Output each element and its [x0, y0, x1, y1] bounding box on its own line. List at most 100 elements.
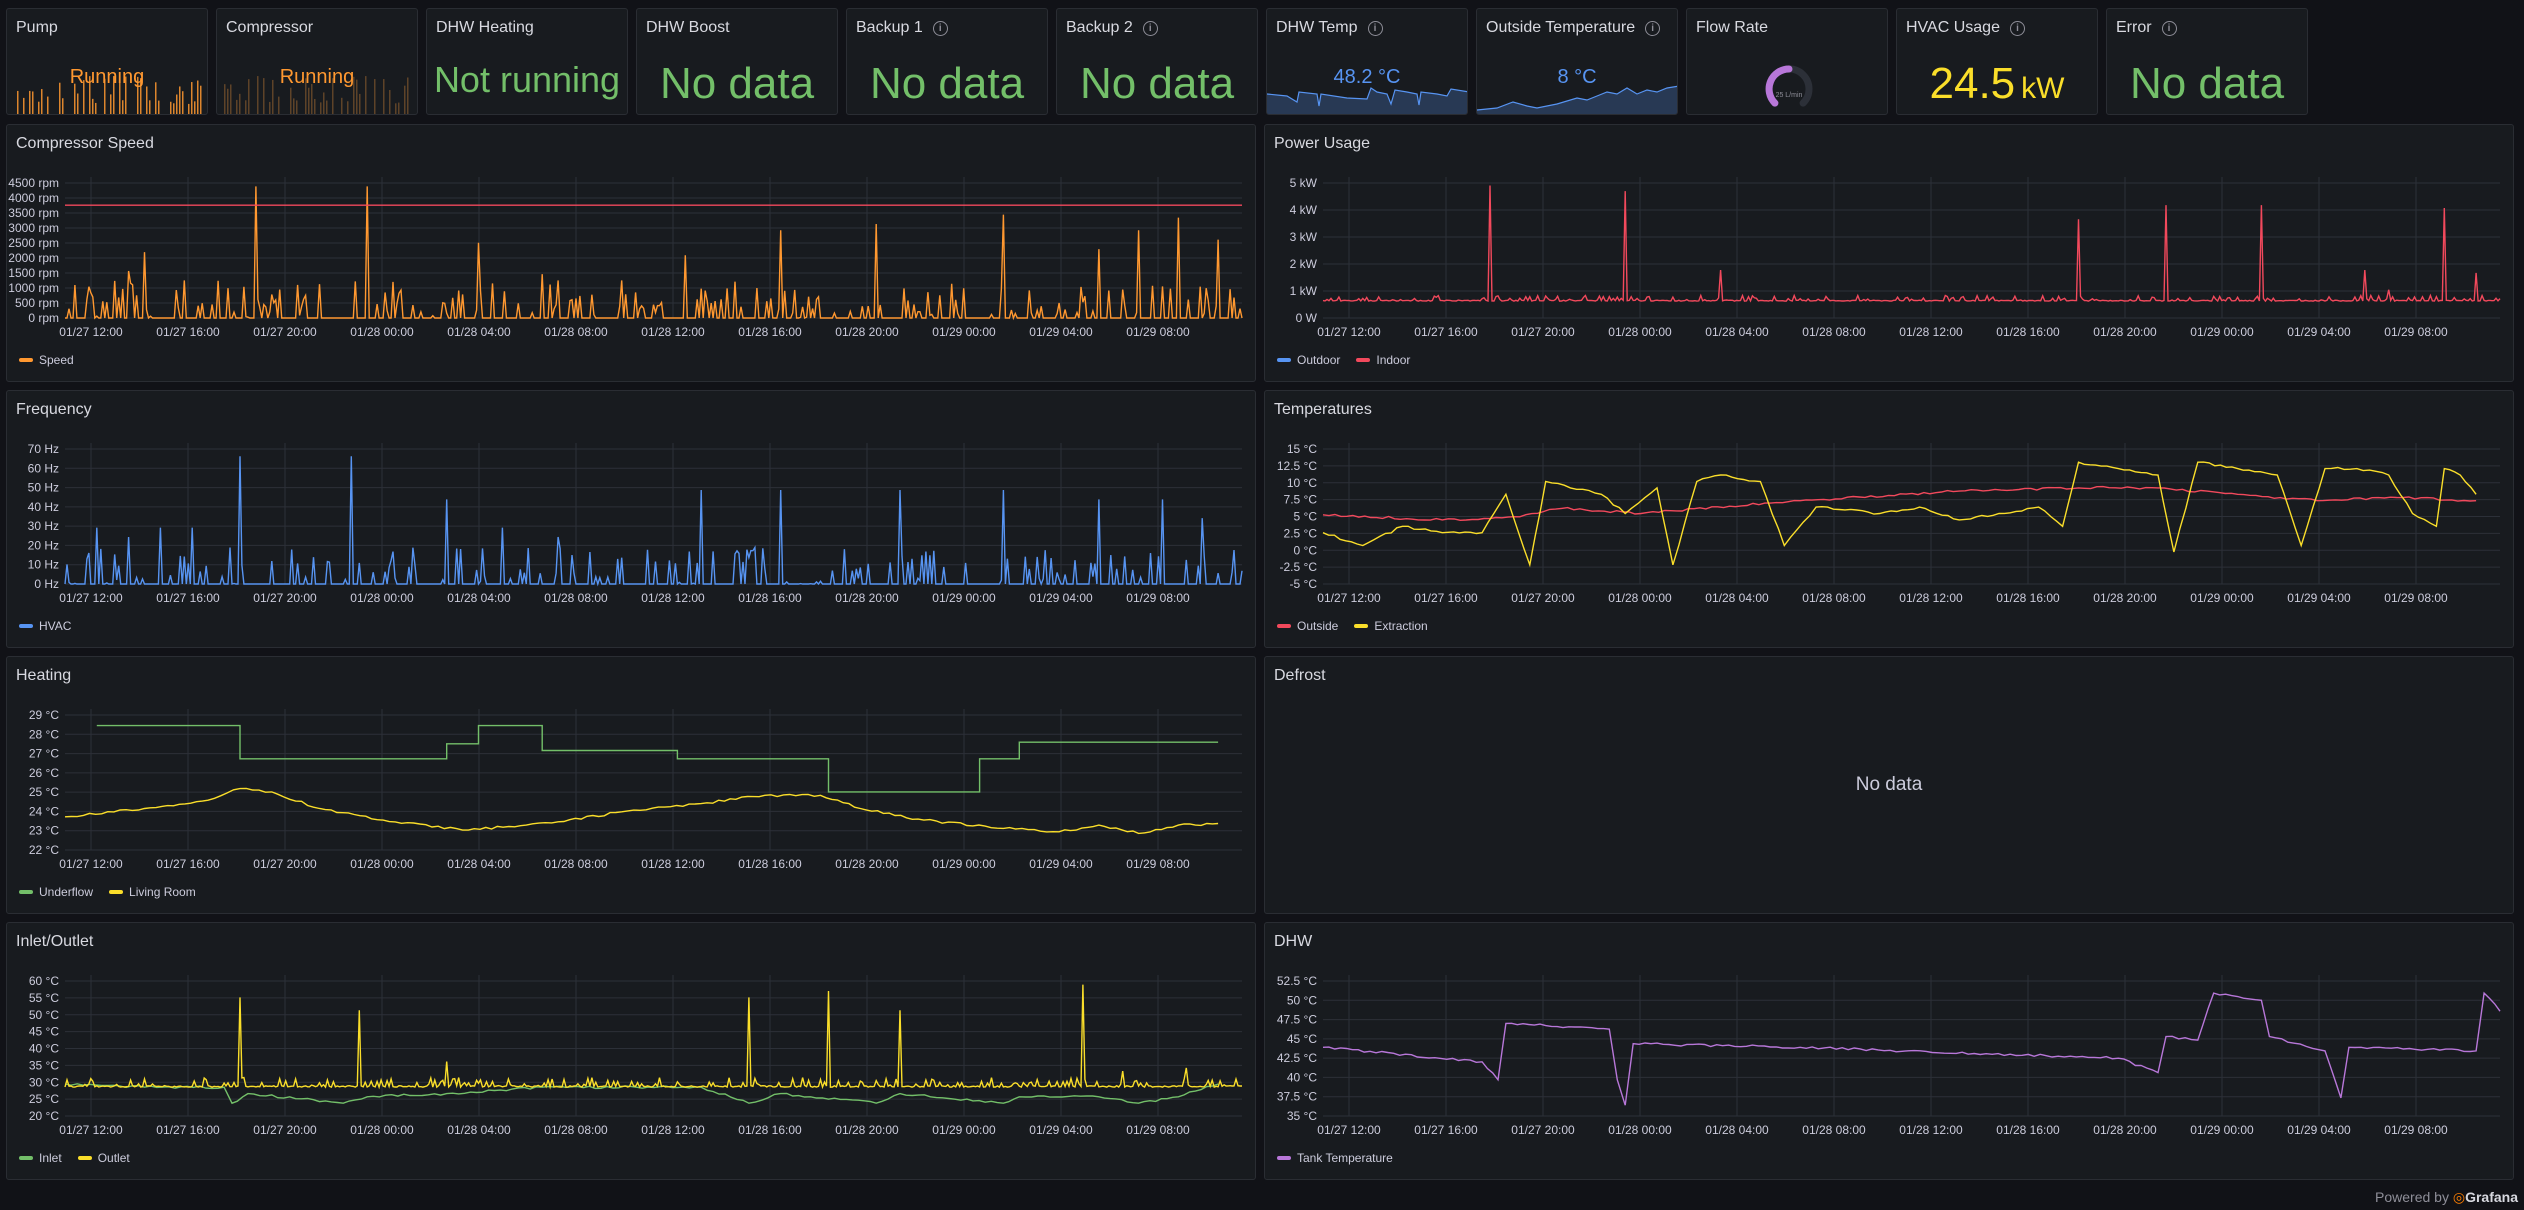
state-bar — [320, 102, 322, 114]
legend-item[interactable]: Outside — [1277, 619, 1338, 633]
legend-item[interactable]: Extraction — [1354, 619, 1428, 633]
stat-panel-error[interactable]: Error i No data — [2106, 8, 2308, 115]
info-icon[interactable]: i — [1367, 21, 1383, 36]
panel-title: Defrost — [1274, 667, 1326, 684]
state-bar — [341, 97, 343, 114]
panel-dhw[interactable]: DHW 52.5 °C 50 °C 47.5 °C 45 °C 42.5 °C 40 °C… — [1264, 922, 2514, 1180]
panel-compressor-speed[interactable]: Compressor Speed 4500 rpm 4000 rpm 3500 rp… — [6, 124, 1256, 382]
state-bar — [290, 87, 292, 114]
x-tick-label: 01/29 00:00 — [2190, 1123, 2254, 1137]
y-tick-label: 50 °C — [1287, 993, 1317, 1007]
stat-panel-dhw-temp[interactable]: DHW Temp i 48.2 °C — [1266, 8, 1468, 115]
stat-value: 24.5 kW — [1897, 62, 2097, 106]
state-bar — [224, 84, 226, 114]
panel-inlet-outlet[interactable]: Inlet/Outlet 60 °C 55 °C 50 °C 45 °C 40 °C 35… — [6, 922, 1256, 1180]
info-icon[interactable]: i — [1142, 21, 1158, 36]
x-tick-label: 01/28 04:00 — [447, 591, 511, 605]
x-tick-label: 01/29 00:00 — [2190, 325, 2254, 339]
x-tick-label: 01/28 16:00 — [738, 857, 802, 871]
stat-panel-dhw-boost[interactable]: DHW Boost No data — [636, 8, 838, 115]
stat-panel-outside-temperature[interactable]: Outside Temperature i 8 °C — [1476, 8, 1678, 115]
state-bar — [83, 80, 85, 114]
state-bar — [149, 100, 151, 114]
legend: Speed — [19, 353, 90, 367]
legend-swatch — [19, 624, 33, 628]
info-icon[interactable]: i — [932, 21, 948, 36]
stat-value: No data — [869, 59, 1025, 108]
y-tick-label: 7.5 °C — [1284, 493, 1318, 507]
x-tick-label: 01/28 08:00 — [544, 1123, 608, 1137]
x-tick-label: 01/28 20:00 — [2093, 1123, 2157, 1137]
x-tick-label: 01/29 08:00 — [2384, 325, 2448, 339]
stat-panel-pump[interactable]: Pump Running — [6, 8, 208, 115]
x-tick-label: 01/28 20:00 — [835, 857, 899, 871]
info-icon[interactable]: i — [1645, 21, 1661, 36]
state-bar — [278, 96, 280, 114]
y-tick-label: 5 kW — [1290, 176, 1318, 190]
legend-label: HVAC — [39, 619, 72, 633]
legend-item[interactable]: Speed — [19, 353, 74, 367]
stat-panel-backup-2[interactable]: Backup 2 i No data — [1056, 8, 1258, 115]
state-bar — [125, 76, 127, 114]
panel-title: Power Usage — [1274, 135, 1371, 152]
legend-item[interactable]: Outlet — [77, 1151, 130, 1165]
grid: 60 °C 55 °C 50 °C 45 °C 40 °C 35 °C 30 °C 25 °C… — [29, 974, 1242, 1137]
y-tick-label: 20 Hz — [28, 538, 59, 552]
panel-heating[interactable]: Heating 29 °C 28 °C 27 °C 26 °C 25 °C 24 °C 23… — [6, 656, 1256, 914]
x-tick-label: 01/29 04:00 — [1029, 325, 1093, 339]
state-bar — [257, 76, 259, 114]
state-bar — [95, 102, 97, 114]
x-tick-label: 01/28 20:00 — [835, 325, 899, 339]
outside-temp-sparkline — [1477, 85, 1677, 114]
panel-frequency[interactable]: Frequency 70 Hz 60 Hz 50 Hz 40 Hz 30 Hz 20 Hz… — [6, 390, 1256, 648]
y-tick-label: 50 Hz — [28, 481, 59, 495]
state-bar — [74, 83, 76, 114]
footer-brand[interactable]: Grafana — [2465, 1189, 2518, 1205]
state-bar — [398, 102, 400, 114]
y-tick-label: 4000 rpm — [8, 191, 59, 205]
panel-defrost[interactable]: Defrost No data — [1264, 656, 2514, 914]
legend-item[interactable]: Indoor — [1356, 353, 1410, 367]
state-bar — [62, 98, 64, 114]
stat-panel-flow-rate[interactable]: Flow Rate 25 L/min — [1686, 8, 1888, 115]
y-tick-label: 1 kW — [1290, 284, 1318, 298]
legend-swatch — [1277, 1156, 1291, 1160]
legend-item[interactable]: Outdoor — [1277, 353, 1340, 367]
info-icon[interactable]: i — [2161, 21, 2177, 36]
legend-item[interactable]: HVAC — [19, 619, 71, 633]
y-tick-label: 45 °C — [29, 1025, 59, 1039]
stat-panel-backup-1[interactable]: Backup 1 i No data — [846, 8, 1048, 115]
x-tick-label: 01/27 16:00 — [156, 1123, 220, 1137]
x-tick-label: 01/28 00:00 — [1608, 591, 1672, 605]
x-tick-label: 01/28 04:00 — [447, 857, 511, 871]
legend-label: Inlet — [39, 1151, 62, 1165]
panel-title: Outside Temperature i — [1486, 19, 1661, 37]
stat-panel-compressor[interactable]: Compressor Running — [216, 8, 418, 115]
stat-panel-hvac-usage[interactable]: HVAC Usage i 24.5 kW — [1896, 8, 2098, 115]
state-bar — [89, 76, 91, 114]
series-line-speed — [65, 186, 1243, 321]
y-tick-label: 35 °C — [29, 1058, 59, 1072]
stat-panel-dhw-heating[interactable]: DHW Heating Not running — [426, 8, 628, 115]
legend-item[interactable]: Inlet — [19, 1151, 62, 1165]
x-tick-label: 01/28 16:00 — [1996, 1123, 2060, 1137]
state-bar — [77, 93, 79, 114]
panel-temperatures[interactable]: Temperatures 15 °C 12.5 °C 10 °C 7.5 °C 5 °C… — [1264, 390, 2514, 648]
y-tick-label: 2000 rpm — [8, 251, 59, 265]
panel-title: Backup 1 i — [856, 19, 948, 37]
legend-item[interactable]: Living Room — [109, 885, 196, 899]
y-tick-label: -5 °C — [1290, 577, 1318, 591]
x-tick-label: 01/28 00:00 — [1608, 325, 1672, 339]
state-bar — [326, 100, 328, 114]
legend-item[interactable]: Underflow — [19, 885, 93, 899]
state-bar — [236, 99, 238, 114]
panel-power-usage[interactable]: Power Usage 5 kW 4 kW 3 kW 2 kW 1 kW 0 W 01/27… — [1264, 124, 2514, 382]
x-tick-label: 01/28 04:00 — [1705, 1123, 1769, 1137]
temperatures-chart: 15 °C 12.5 °C 10 °C 7.5 °C 5 °C 2.5 °C 0 °C -2.… — [1277, 442, 2500, 605]
series-line-outside — [1322, 485, 2477, 522]
series-line-extraction — [1322, 461, 2477, 568]
legend-item[interactable]: Tank Temperature — [1277, 1151, 1393, 1165]
y-tick-label: 60 °C — [29, 974, 59, 988]
state-bar — [239, 93, 241, 114]
info-icon[interactable]: i — [2009, 21, 2025, 36]
